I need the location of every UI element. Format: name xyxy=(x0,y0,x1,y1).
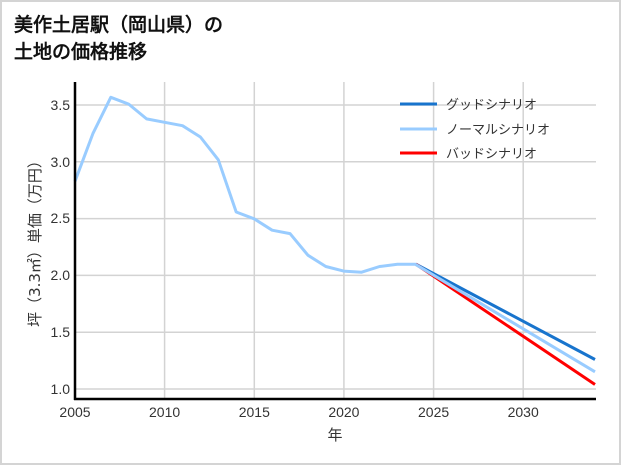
legend-label-bad: バッドシナリオ xyxy=(446,147,537,162)
y-tick: 3.5 xyxy=(51,97,71,113)
legend-label-normal: ノーマルシナリオ xyxy=(446,123,550,138)
x-tick: 2015 xyxy=(239,404,270,420)
x-tick: 2010 xyxy=(149,404,180,420)
y-tick: 3.0 xyxy=(51,154,71,170)
x-tick: 2020 xyxy=(328,404,359,420)
y-axis-label: 坪（3.3㎡）単価（万円） xyxy=(26,153,44,327)
legend: グッドシナリオ ノーマルシナリオ バッドシナリオ xyxy=(400,98,550,162)
x-tick: 2005 xyxy=(59,404,90,420)
series-good xyxy=(414,262,596,361)
series-normal xyxy=(73,95,596,374)
y-tick: 2.5 xyxy=(51,210,71,226)
y-tick: 1.0 xyxy=(51,381,71,397)
y-tick: 2.0 xyxy=(51,267,71,283)
y-tick: 1.5 xyxy=(51,324,71,340)
chart-title: 美作土居駅（岡山県）の 土地の価格推移 xyxy=(14,14,224,63)
x-tick: 2025 xyxy=(418,404,449,420)
x-tick: 2030 xyxy=(508,404,539,420)
x-axis-label: 年 xyxy=(327,426,342,444)
legend-label-good: グッドシナリオ xyxy=(446,98,537,113)
x-tick-labels: 2005 2010 2015 2020 2025 2030 xyxy=(59,404,539,420)
series-bad xyxy=(414,262,596,386)
y-tick-labels: 1.0 1.5 2.0 2.5 3.0 3.5 xyxy=(51,97,71,397)
gridlines xyxy=(75,82,596,399)
